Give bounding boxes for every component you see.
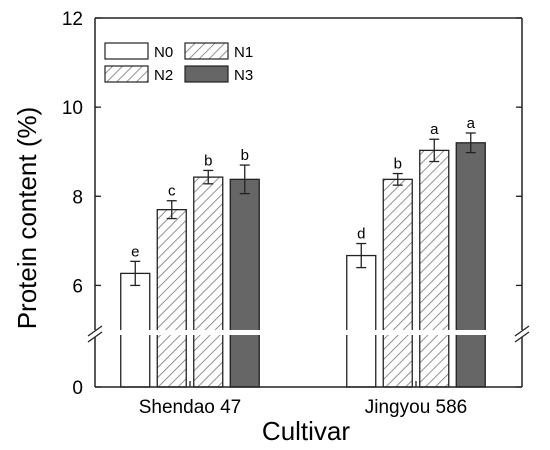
axis-break-mark-left — [87, 325, 103, 337]
y-tick-label: 10 — [62, 98, 83, 119]
significance-letter: b — [394, 156, 402, 173]
bar-n2 — [193, 176, 224, 388]
significance-letter: a — [467, 115, 476, 132]
significance-letter: e — [131, 243, 139, 260]
legend-swatch-n2 — [104, 65, 149, 83]
bar-n2 — [419, 149, 450, 388]
bar-n1 — [156, 209, 187, 388]
axis-break-band — [83, 330, 534, 335]
axis-break-mark-right — [514, 325, 530, 337]
significance-letter: c — [168, 183, 176, 200]
y-tick-label: 0 — [72, 378, 83, 399]
bar-n3 — [229, 178, 260, 388]
y-tick-label: 8 — [72, 187, 83, 208]
y-tick-label: 6 — [72, 276, 83, 297]
significance-letter: d — [357, 226, 365, 243]
legend-label-n1: N1 — [234, 44, 253, 61]
legend-label-n3: N3 — [234, 67, 253, 84]
axis-break-mark-right — [514, 331, 530, 343]
x-axis-title: Cultivar — [262, 416, 350, 446]
significance-letter: a — [430, 121, 439, 138]
x-tick-label: Shendao 47 — [139, 397, 242, 418]
legend-label-n0: N0 — [154, 44, 173, 61]
x-tick-label: Jingyou 586 — [365, 397, 467, 418]
bar-n1 — [382, 178, 413, 388]
bar-n3 — [455, 142, 486, 388]
legend-label-n2: N2 — [154, 67, 173, 84]
axis-break-mark-left — [87, 331, 103, 343]
plot-area: e d c b b a b a 0 6 8 10 12 Shendao 47 Jingyou 586 N0 N1… — [62, 9, 534, 418]
legend-swatch-n0 — [104, 42, 149, 60]
significance-letter: b — [204, 152, 212, 169]
legend-swatch-n1 — [184, 42, 229, 60]
significance-letter: b — [241, 147, 249, 164]
y-axis-title: Protein content (%) — [12, 107, 42, 330]
legend-swatch-n3 — [184, 65, 229, 83]
bar-n0 — [346, 254, 377, 388]
y-tick-label: 12 — [62, 9, 83, 30]
